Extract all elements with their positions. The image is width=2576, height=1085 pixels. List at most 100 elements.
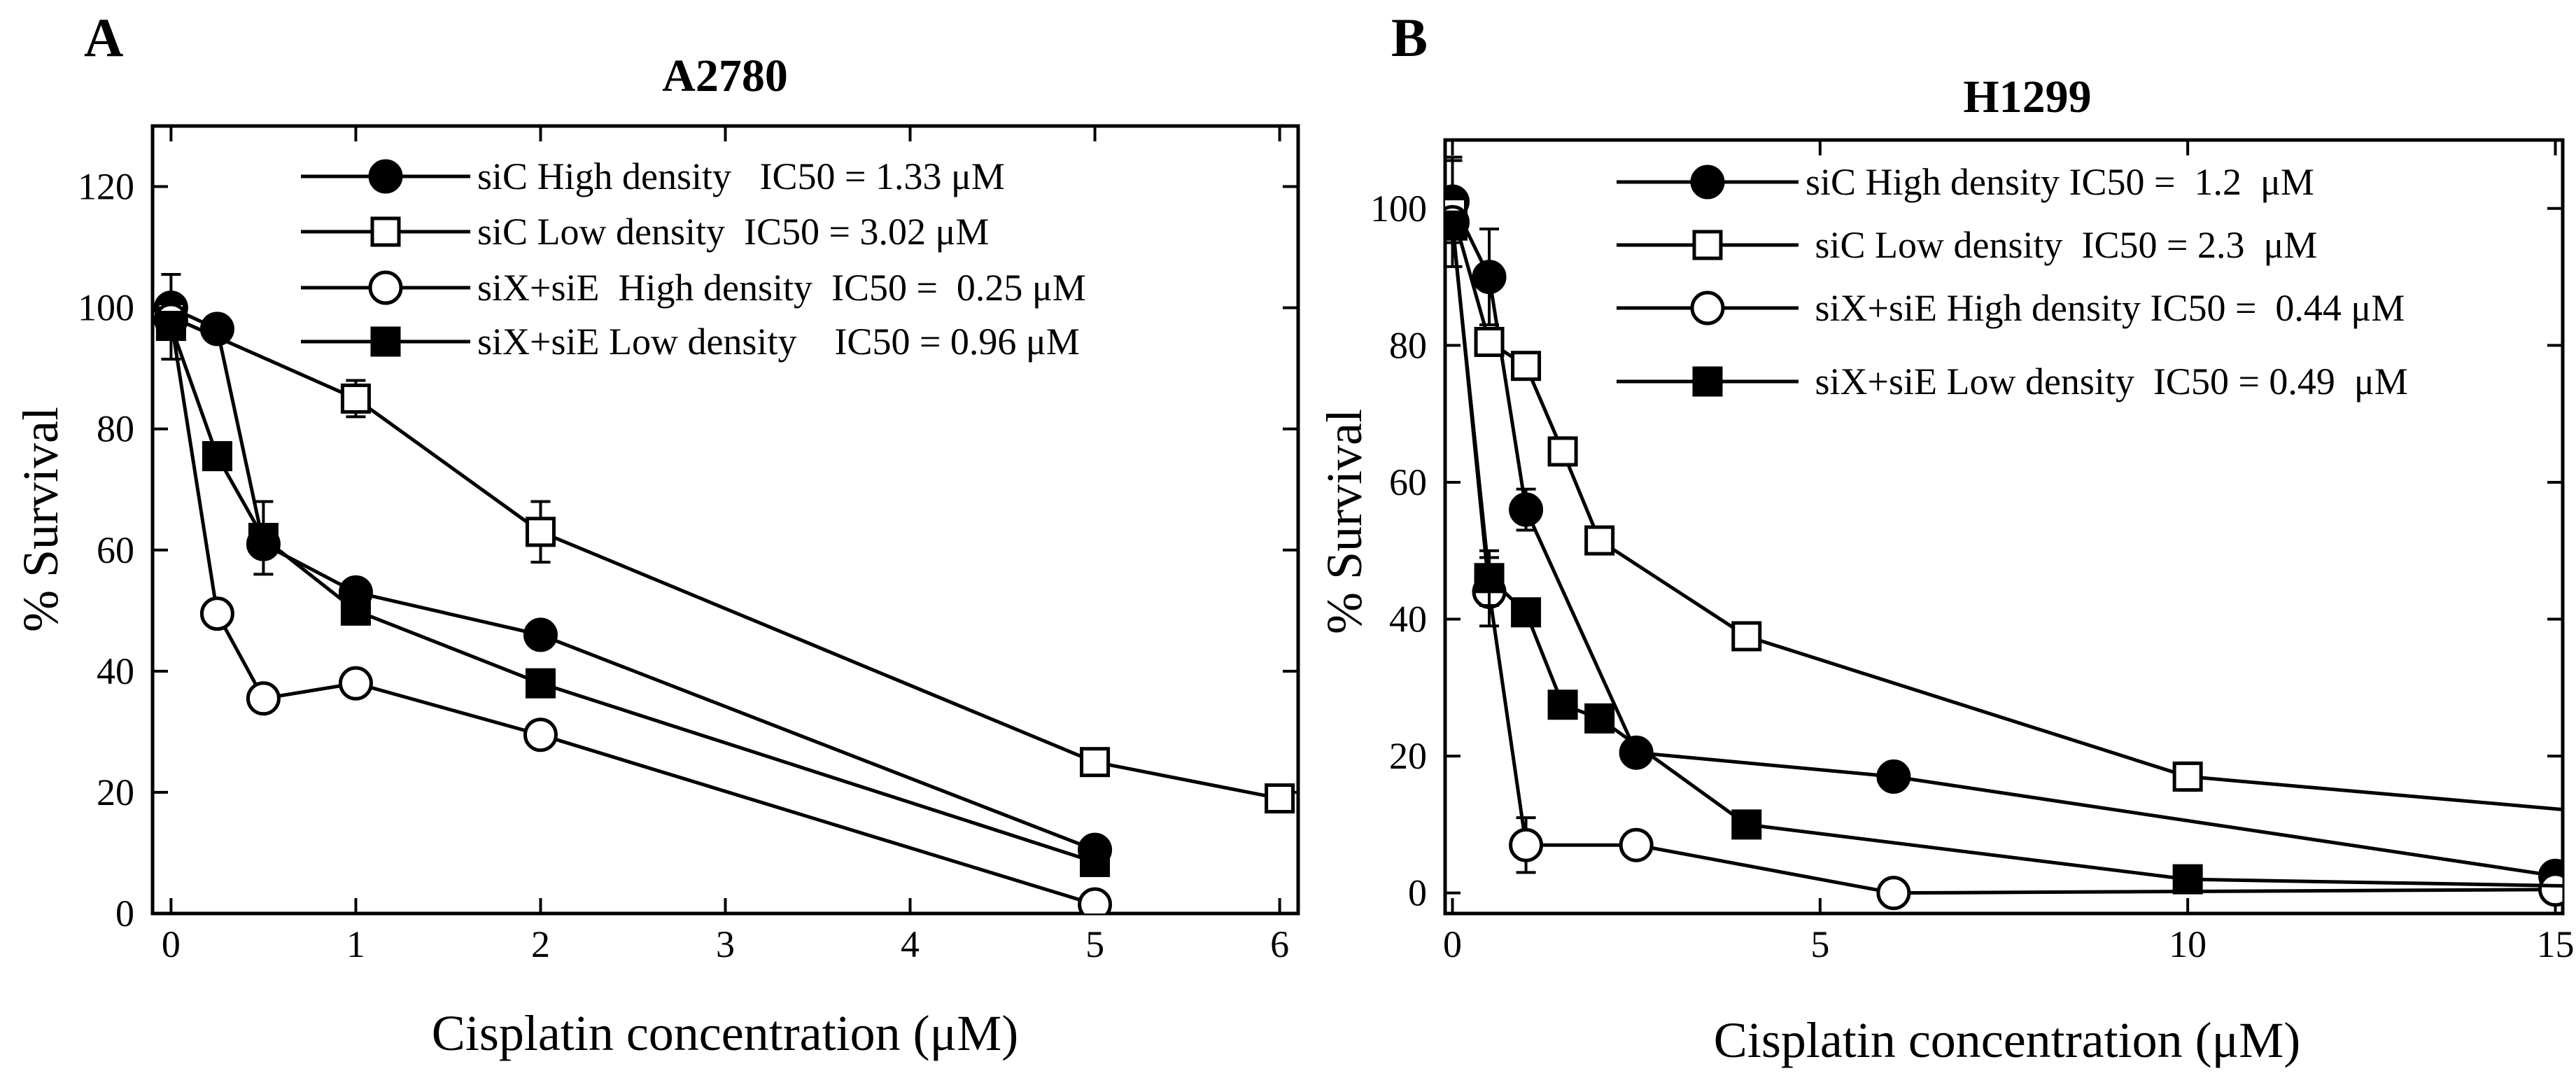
legend-marker	[1690, 164, 1725, 200]
data-point	[1547, 436, 1578, 467]
data-point	[1619, 827, 1654, 862]
y-tick-label: 100	[78, 287, 134, 329]
series-line	[170, 306, 1096, 852]
data-point	[1080, 846, 1111, 877]
data-point	[1584, 703, 1615, 734]
x-tick-label: 2	[531, 923, 550, 965]
x-tick-label: 1	[346, 923, 365, 965]
legend-entry: siC Low density IC50 = 2.3 μM	[1617, 224, 2317, 266]
data-point	[1509, 827, 1544, 862]
legend-label: siX+siE Low density IC50 = 0.96 μM	[477, 321, 1080, 363]
panel-a-x-axis-label: Cisplatin concentration (μM)	[432, 1005, 1018, 1061]
panel-b: B H1299 0 5 10 15 0 20 40 60 80 100 siC High dens…	[1316, 7, 2574, 1068]
data-point	[525, 668, 556, 699]
y-tick-label: 40	[97, 650, 134, 692]
y-tick-label: 60	[97, 529, 134, 571]
data-point	[155, 311, 186, 342]
series-sic-high-density	[1445, 159, 2563, 893]
legend-marker	[370, 326, 401, 357]
panel-b-y-axis-label: % Survival	[1316, 409, 1372, 634]
panel-a-letter: A	[84, 7, 123, 68]
data-point	[199, 596, 234, 631]
data-point	[1511, 597, 1542, 628]
panel-b-legend: siC High density IC50 = 1.2 μM siC Low d…	[1617, 161, 2408, 402]
legend-entry: siC High density IC50 = 1.2 μM	[1617, 161, 2314, 203]
legend-marker	[370, 216, 401, 247]
data-point	[2538, 872, 2563, 907]
legend-entry: siX+siE Low density IC50 = 0.49 μM	[1617, 360, 2408, 402]
legend-entry: siC Low density IC50 = 3.02 μM	[301, 211, 989, 253]
data-point	[202, 441, 232, 472]
y-tick-label: 80	[97, 408, 134, 450]
y-tick-label: 20	[97, 771, 134, 813]
legend-label: siC High density IC50 = 1.2 μM	[1806, 161, 2314, 203]
x-tick-label: 5	[1085, 923, 1104, 965]
data-point	[1876, 759, 1911, 794]
data-point	[2172, 761, 2203, 792]
data-point	[523, 617, 558, 652]
legend-marker	[1692, 366, 1723, 397]
legend-entry: siX+siE Low density IC50 = 0.96 μM	[301, 321, 1080, 363]
x-tick-label: 6	[1270, 923, 1289, 965]
legend-entry: siC High density IC50 = 1.33 μM	[301, 155, 1005, 197]
data-point	[2562, 871, 2563, 902]
data-point	[248, 522, 279, 553]
series-six-sie-low-density	[1445, 210, 2563, 902]
panel-a-series	[153, 273, 1295, 913]
panel-a-y-axis-label: % Survival	[13, 407, 69, 632]
panel-b-title: H1299	[1963, 71, 2091, 122]
x-tick-label: 5	[1810, 923, 1829, 965]
y-tick-label: 80	[1389, 324, 1427, 366]
legend-label: siX+siE High density IC50 = 0.44 μM	[1806, 287, 2405, 329]
data-point	[523, 718, 558, 752]
x-tick-label: 0	[162, 923, 181, 965]
panel-b-plot-frame	[1443, 138, 2565, 916]
data-point	[2172, 864, 2203, 895]
legend-label: siC High density IC50 = 1.33 μM	[477, 155, 1005, 197]
data-point	[340, 383, 371, 414]
panel-b-series	[1445, 155, 2563, 911]
panel-b-x-axis-label: Cisplatin concentration (μM)	[1714, 1012, 2300, 1068]
y-tick-label: 20	[1389, 735, 1427, 777]
data-point	[1584, 525, 1615, 556]
x-tick-label: 3	[716, 923, 735, 965]
legend-marker	[368, 159, 403, 194]
series-sic-low-density	[1445, 155, 2563, 826]
x-tick-label: 0	[1443, 923, 1462, 965]
data-point	[338, 666, 373, 701]
series-six-sie-low-density	[155, 311, 1111, 877]
series-line	[169, 319, 1096, 906]
legend-marker	[1692, 230, 1723, 260]
legend-marker	[368, 270, 403, 305]
data-point	[340, 595, 371, 626]
data-point	[1080, 747, 1111, 778]
data-point	[2562, 795, 2563, 826]
data-point	[1472, 260, 1507, 295]
legend-label: siC Low density IC50 = 3.02 μM	[477, 211, 989, 253]
data-point	[1876, 876, 1911, 911]
data-point	[1619, 735, 1654, 770]
series-sic-high-density	[153, 290, 1113, 867]
y-tick-label: 40	[1389, 598, 1427, 640]
series-six-sie-high-density	[153, 302, 1113, 913]
data-point	[199, 312, 234, 346]
data-point	[1265, 783, 1295, 814]
x-tick-label: 4	[901, 923, 920, 965]
x-tick-label: 10	[2169, 923, 2207, 965]
y-tick-label: 0	[115, 892, 134, 934]
legend-label: siX+siE Low density IC50 = 0.49 μM	[1806, 360, 2408, 402]
y-tick-label: 0	[1408, 872, 1427, 914]
series-line	[170, 315, 1281, 801]
panel-b-letter: B	[1391, 7, 1428, 68]
y-tick-label: 60	[1389, 461, 1427, 503]
data-point	[1445, 210, 1468, 241]
panel-a-legend: siC High density IC50 = 1.33 μM siC Low d…	[301, 155, 1086, 363]
legend-entry: siX+siE High density IC50 = 0.25 μM	[301, 267, 1086, 309]
data-point	[1547, 690, 1578, 720]
series-line	[169, 325, 1096, 864]
data-point	[1474, 326, 1505, 357]
data-point	[1509, 492, 1544, 527]
data-point	[525, 517, 556, 547]
